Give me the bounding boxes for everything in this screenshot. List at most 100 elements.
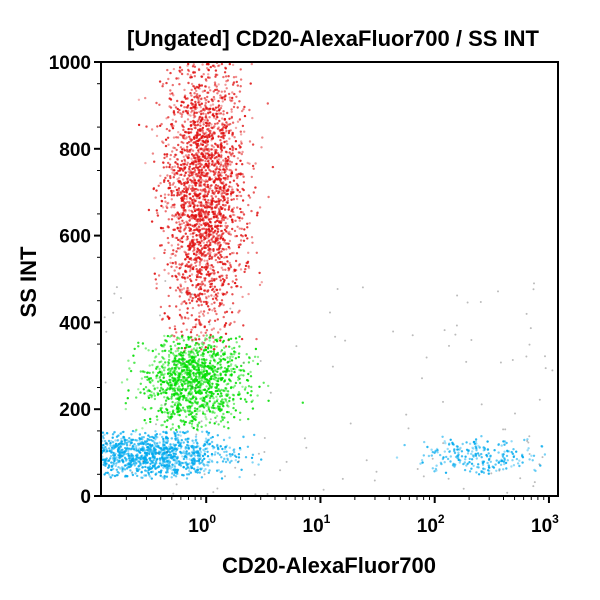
data-point	[220, 366, 223, 369]
data-point	[213, 191, 216, 194]
data-point	[196, 123, 200, 126]
data-point	[188, 184, 191, 187]
data-point	[178, 69, 181, 73]
data-point	[239, 210, 243, 214]
data-point	[163, 464, 166, 468]
data-point	[202, 179, 205, 182]
data-point	[222, 389, 226, 393]
data-point	[231, 188, 234, 191]
data-point	[443, 450, 446, 453]
data-point	[202, 406, 206, 409]
data-point	[180, 199, 183, 203]
data-point	[180, 204, 183, 207]
data-point	[230, 110, 233, 114]
data-point	[156, 214, 160, 217]
data-point	[195, 341, 198, 345]
data-point	[249, 394, 252, 397]
data-point	[162, 376, 165, 380]
data-point	[223, 134, 226, 137]
data-point	[203, 244, 207, 247]
data-point	[419, 462, 422, 465]
data-point	[163, 179, 166, 182]
data-point	[182, 110, 185, 113]
data-point	[187, 469, 191, 473]
data-point	[167, 454, 170, 457]
data-point	[159, 194, 163, 198]
data-point	[211, 410, 215, 413]
data-point	[205, 241, 209, 244]
data-point	[184, 232, 187, 235]
data-point	[250, 175, 253, 179]
data-point	[168, 378, 172, 382]
data-point	[216, 370, 219, 373]
data-point	[223, 98, 227, 101]
data-point	[119, 449, 123, 452]
data-point	[227, 365, 230, 368]
data-point	[195, 218, 199, 221]
data-point	[222, 380, 226, 383]
data-point	[189, 223, 192, 226]
data-point	[193, 231, 196, 235]
data-point	[189, 358, 192, 362]
data-point	[188, 193, 191, 196]
data-point	[203, 244, 206, 248]
data-point	[187, 176, 190, 180]
data-point	[206, 95, 209, 99]
data-point	[181, 240, 184, 244]
data-point	[148, 457, 151, 460]
data-point	[244, 234, 247, 237]
data-point	[150, 477, 153, 480]
data-point	[238, 335, 241, 338]
data-point	[200, 102, 203, 105]
data-point	[214, 378, 217, 382]
data-point	[197, 149, 200, 152]
data-point	[248, 222, 251, 225]
data-point	[234, 364, 237, 367]
data-point	[189, 74, 192, 77]
data-point	[114, 464, 118, 468]
data-point	[185, 136, 188, 139]
data-point	[191, 383, 194, 386]
data-point	[136, 453, 139, 456]
data-point	[442, 456, 445, 459]
data-point	[459, 459, 462, 462]
data-point	[230, 161, 233, 164]
data-point	[487, 469, 490, 472]
data-point	[163, 369, 166, 372]
data-point	[184, 346, 188, 349]
data-point	[212, 287, 215, 291]
data-point	[218, 453, 222, 456]
data-point	[207, 289, 210, 292]
data-point	[209, 229, 213, 233]
data-point	[205, 195, 209, 198]
data-point	[214, 171, 217, 174]
data-point	[153, 356, 157, 359]
data-point	[242, 435, 245, 439]
data-point	[127, 359, 130, 362]
data-point	[183, 137, 186, 140]
data-point	[240, 152, 243, 156]
data-point	[464, 458, 467, 461]
data-point	[156, 466, 159, 469]
data-point	[180, 378, 183, 382]
data-point	[185, 255, 189, 259]
data-point	[177, 404, 180, 407]
data-point	[176, 362, 180, 365]
data-point	[171, 234, 174, 237]
data-point	[181, 111, 185, 114]
data-point	[171, 423, 174, 426]
data-point	[258, 271, 261, 275]
data-point	[181, 406, 185, 409]
data-point	[232, 179, 236, 182]
data-point	[154, 355, 158, 358]
data-point	[500, 458, 503, 461]
data-point	[200, 223, 203, 227]
data-point	[204, 152, 207, 155]
data-point	[225, 129, 228, 133]
data-point	[190, 181, 193, 184]
data-point	[139, 458, 142, 461]
data-point	[201, 454, 205, 458]
data-point	[212, 357, 215, 360]
data-point	[206, 152, 209, 155]
data-point	[258, 385, 261, 388]
